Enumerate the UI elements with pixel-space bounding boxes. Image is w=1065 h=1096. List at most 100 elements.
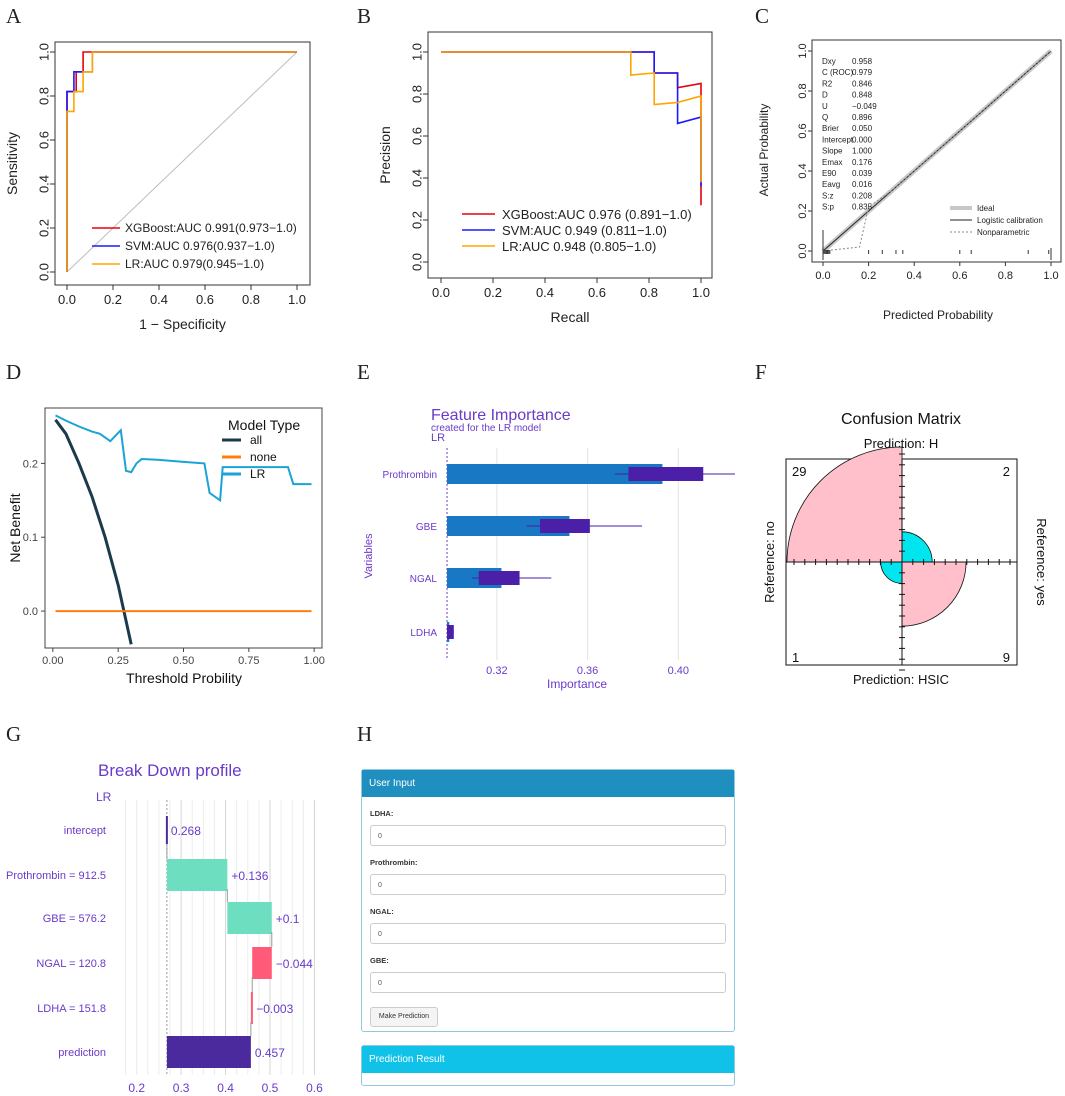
C-y-tick-label: 0.0 [797, 243, 809, 258]
C-y-tick-label: 0.6 [797, 123, 809, 138]
A-diagonal-reference [66, 51, 298, 273]
A-y-tick-label: 0.2 [36, 219, 51, 237]
G-row-label: Prothrombin = 912.5 [6, 870, 106, 882]
C-stat-name: Slope [822, 147, 843, 156]
B-x-tick-label: 0.4 [536, 285, 554, 300]
panel-label-f: F [755, 360, 767, 384]
prediction-result-header: Prediction Result [362, 1046, 734, 1073]
G-title: Break Down profile [98, 761, 242, 780]
C-stat-value: 0.958 [852, 57, 873, 66]
C-y-tick-label: 0.2 [797, 203, 809, 218]
prediction-result-card: Prediction Result [361, 1045, 735, 1086]
D-y-tick-label: 0.2 [23, 458, 38, 470]
C-stat-name: S:z [822, 191, 834, 200]
C-x-axis-label: Predicted Probability [883, 308, 993, 322]
D-y-axis-label: Net Benefit [7, 493, 23, 562]
D-legend-label-lr: LR [250, 467, 266, 481]
A-x-tick-label: 1.0 [288, 292, 306, 307]
D-legend-title: Model Type [228, 417, 300, 433]
A-y-tick-label: 0.0 [36, 263, 51, 281]
G-contribution-bar [166, 859, 228, 891]
E-category-label: GBE [416, 522, 437, 533]
C-stat-name: U [822, 102, 828, 111]
A-plot-frame [54, 41, 311, 286]
make-prediction-button[interactable]: Make Prediction [370, 1007, 438, 1027]
F-count-bl: 1 [792, 650, 799, 665]
C-x-tick-label: 0.6 [952, 270, 967, 282]
C-stat-value: 1.000 [852, 147, 873, 156]
ldha-input[interactable]: 0 [370, 825, 726, 846]
F-title: Confusion Matrix [841, 411, 961, 428]
user-input-header: User Input [362, 770, 734, 797]
B-x-tick-label: 0.6 [588, 285, 606, 300]
C-logistic-calibration-line [822, 50, 1052, 252]
D-legend-label-none: none [250, 450, 277, 464]
E-x-tick-label: 0.32 [486, 665, 507, 677]
C-x-tick-label: 0.2 [861, 270, 876, 282]
B-y-tick-label: 1.0 [409, 43, 424, 61]
C-stat-value: 0.176 [852, 158, 873, 167]
F-bottom-label: Prediction: HSIC [853, 672, 949, 687]
panel-label-d: D [6, 360, 22, 384]
E-x-tick-label: 0.36 [577, 665, 598, 677]
A-y-tick-label: 0.6 [36, 131, 51, 149]
E-title: Feature Importance [431, 407, 571, 424]
G-row-label: LDHA = 151.8 [37, 1003, 106, 1015]
A-y-tick-label: 1.0 [36, 43, 51, 61]
E-subtitle: created for the LR model [431, 423, 541, 434]
A-y-axis-label: Sensitivity [4, 132, 20, 195]
A-x-tick-label: 0.8 [242, 292, 260, 307]
G-value-label: 0.457 [255, 1046, 285, 1060]
C-stat-name: Q [822, 113, 828, 122]
C-nonparametric-line [822, 50, 1052, 252]
B-legend-label-svm: SVM:AUC 0.949 (0.811−1.0) [502, 223, 667, 238]
D-x-tick-label: 0.00 [42, 655, 63, 667]
panel-label-c: C [755, 4, 770, 28]
C-legend-label: Ideal [977, 204, 995, 213]
D-x-axis-label: Threshold Probility [126, 670, 242, 686]
prothrombin-label: Prothrombin: [370, 858, 418, 867]
A-legend-label-xgboost: XGBoost:AUC 0.991(0.973−1.0) [125, 221, 297, 235]
C-stat-name: Dxy [822, 57, 836, 66]
B-legend-label-lr: LR:AUC 0.948 (0.805−1.0) [502, 239, 656, 254]
B-y-tick-label: 0.0 [409, 253, 424, 271]
prothrombin-input[interactable]: 0 [370, 874, 726, 895]
gbe-input[interactable]: 0 [370, 972, 726, 993]
E-importance-bar [447, 464, 663, 484]
C-stat-name: C (ROC) [822, 68, 853, 77]
B-series-line-lr [441, 51, 702, 183]
D-plot-frame [44, 407, 323, 649]
E-box [447, 625, 454, 639]
C-stat-value: 0.896 [852, 113, 873, 122]
G-x-tick-label: 0.2 [128, 1081, 145, 1095]
C-stat-name: E90 [822, 169, 837, 178]
B-y-tick-label: 0.4 [409, 169, 424, 187]
A-legend-label-svm: SVM:AUC 0.976(0.937−1.0) [125, 239, 275, 253]
D-y-tick-label: 0.0 [23, 606, 38, 618]
A-x-axis-label: 1 − Specificity [139, 316, 226, 332]
A-y-tick-label: 0.4 [36, 175, 51, 193]
F-left-label: Reference: no [762, 521, 777, 603]
ngal-input[interactable]: 0 [370, 923, 726, 944]
F-count-tr: 2 [1003, 464, 1010, 479]
gbe-label: GBE: [370, 956, 389, 965]
C-stat-value: 0.000 [852, 135, 873, 144]
B-x-tick-label: 0.0 [432, 285, 450, 300]
G-row-label: intercept [64, 825, 106, 837]
A-series-line-lr [66, 51, 297, 272]
B-y-tick-label: 0.8 [409, 85, 424, 103]
B-x-tick-label: 0.8 [640, 285, 658, 300]
user-input-card: User Input LDHA: 0 Prothrombin: 0 NGAL: … [361, 769, 735, 1032]
G-contribution-bar [227, 902, 272, 934]
C-stat-value: −0.049 [852, 102, 877, 111]
A-x-tick-label: 0.4 [150, 292, 168, 307]
C-stat-value: 0.835 [852, 203, 873, 212]
G-value-label: −0.003 [256, 1002, 293, 1016]
D-x-tick-label: 0.75 [238, 655, 259, 667]
E-model-label: LR [431, 432, 445, 444]
C-x-tick-label: 0.0 [815, 270, 830, 282]
E-category-label: Prothrombin [383, 470, 437, 481]
E-box [539, 519, 590, 533]
F-cell-br-quadrant [901, 561, 967, 627]
